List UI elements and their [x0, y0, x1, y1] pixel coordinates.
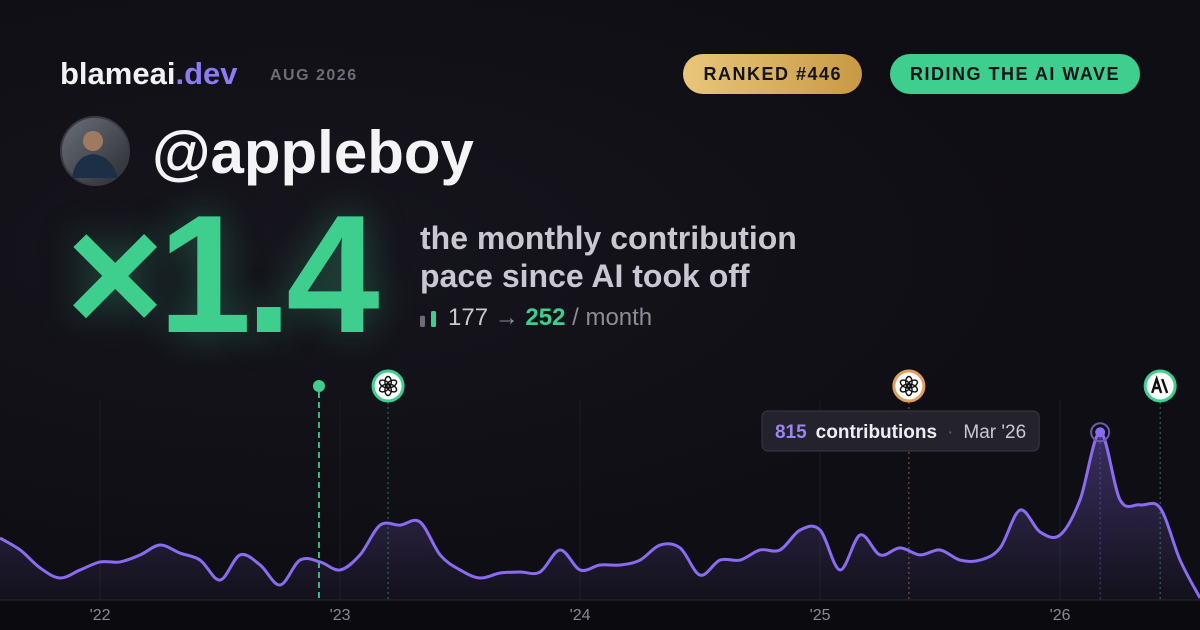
- event-icon: [892, 369, 926, 403]
- tooltip-box: [761, 410, 1040, 452]
- pace-unit: / month: [572, 304, 653, 331]
- peak-ring: [1090, 422, 1111, 443]
- multiplier: ×1.4: [66, 180, 380, 368]
- icon-petal: [899, 379, 912, 389]
- tooltip-label: contributions: [816, 422, 937, 443]
- tooltip-sep: ·: [947, 422, 953, 443]
- event-dot: [312, 380, 325, 392]
- peak-dot: [1095, 427, 1106, 438]
- x-tick-label: '22: [90, 607, 111, 624]
- pace-arrow: →: [494, 304, 519, 331]
- pace-bar: [431, 311, 436, 327]
- caption-line: the monthly contribution: [420, 220, 797, 256]
- rank-badge: RANKED #446: [683, 54, 862, 94]
- tooltip-date: Mar '26: [963, 422, 1026, 443]
- x-tick-label: '23: [330, 607, 351, 624]
- event-icon: [371, 369, 405, 403]
- line: [0, 430, 1200, 599]
- axis-band: [0, 600, 1200, 630]
- pace-before: 177: [448, 304, 489, 331]
- pace: 177 → 252 / month: [448, 304, 652, 332]
- x-tick-label: '24: [570, 607, 591, 624]
- brand: blameai.dev: [60, 56, 237, 92]
- area: [0, 432, 1200, 600]
- wave-badge: RIDING THE AI WAVE: [889, 54, 1140, 94]
- date: AUG 2026: [270, 67, 358, 84]
- event: [892, 369, 926, 600]
- pace-bar: [420, 315, 425, 327]
- handle: @appleboy: [152, 119, 474, 186]
- brand-name: blameai: [60, 56, 176, 91]
- avatar: [60, 116, 130, 186]
- caption-line: pace since AI took off: [420, 258, 750, 294]
- tooltip-value: 815: [775, 422, 807, 443]
- x-tick-label: '25: [810, 607, 831, 624]
- tooltip: 815 contributions · Mar '26: [761, 410, 1040, 452]
- brand-tld: .dev: [175, 56, 238, 91]
- icon-petal: [378, 379, 391, 389]
- pace-after: 252: [525, 304, 566, 331]
- icon-glyph: [1151, 375, 1169, 394]
- x-tick-label: '26: [1050, 607, 1071, 624]
